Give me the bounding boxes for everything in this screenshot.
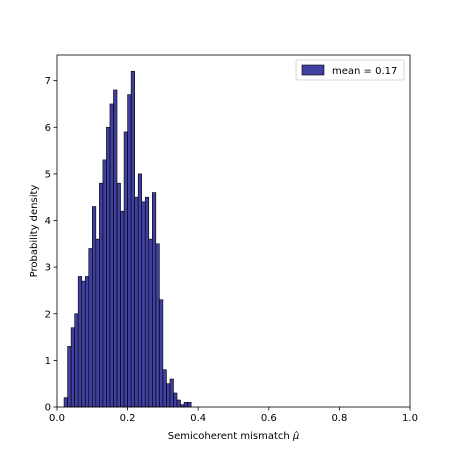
y-tick-label: 4 xyxy=(45,216,51,227)
x-tick-label: 0.6 xyxy=(261,413,277,424)
histogram-bar xyxy=(109,103,114,408)
histogram-bar xyxy=(63,397,68,408)
x-tick-label: 0.2 xyxy=(120,413,136,424)
histogram-bar xyxy=(134,196,139,408)
x-axis-ticks: 0.0 0.2 0.4 0.6 0.8 1.0 xyxy=(49,407,418,424)
histogram-bar xyxy=(148,238,153,408)
histogram-bar xyxy=(137,173,143,408)
histogram-bar xyxy=(113,89,118,408)
histogram-bar xyxy=(120,210,125,408)
y-axis-label: Probability density xyxy=(29,185,40,278)
x-tick-label: 0.0 xyxy=(49,413,65,424)
y-tick-label: 1 xyxy=(45,356,51,367)
histogram-bar xyxy=(130,71,135,408)
histogram-bar xyxy=(176,399,181,408)
histogram-bar xyxy=(187,402,192,408)
legend-entry-label: mean = 0.17 xyxy=(332,66,397,77)
histogram-bar xyxy=(67,346,72,408)
histogram-bar xyxy=(77,276,83,408)
histogram-bar xyxy=(144,196,150,408)
plot-frame xyxy=(56,54,411,408)
y-tick-label: 7 xyxy=(45,76,51,87)
histogram-bar xyxy=(159,299,164,408)
histogram-bar xyxy=(95,238,100,408)
y-tick-label: 0 xyxy=(45,403,51,414)
y-tick-label: 2 xyxy=(45,309,51,320)
histogram-bar xyxy=(183,402,188,408)
histogram-bar xyxy=(155,243,160,408)
histogram-bar xyxy=(141,201,146,408)
histogram-bar xyxy=(70,327,75,408)
histogram-bar xyxy=(88,248,93,408)
x-tick-label: 1.0 xyxy=(402,413,418,424)
histogram-bar xyxy=(102,159,107,408)
legend-swatch xyxy=(301,64,325,76)
histogram-bar xyxy=(106,126,111,408)
histogram-bar xyxy=(173,392,178,408)
legend: mean = 0.17 xyxy=(295,59,405,81)
x-axis-label: Semicoherent mismatch μ̂ xyxy=(168,430,300,442)
y-tick-label: 6 xyxy=(45,123,51,134)
histogram-bar xyxy=(166,383,171,408)
histogram-bar xyxy=(123,131,128,408)
x-tick-label: 0.8 xyxy=(331,413,347,424)
y-tick-label: 5 xyxy=(45,169,51,180)
histogram-bar xyxy=(152,192,157,408)
histogram-bar xyxy=(84,276,90,408)
histogram-bar xyxy=(99,182,104,408)
x-tick-label: 0.4 xyxy=(190,413,206,424)
y-tick-label: 3 xyxy=(45,263,51,274)
y-axis-ticks: 0 1 2 3 4 5 6 7 xyxy=(45,76,57,414)
histogram-bar xyxy=(169,378,174,408)
histogram-bar xyxy=(116,182,121,408)
histogram-bar xyxy=(92,206,97,408)
histogram-bar xyxy=(81,280,86,408)
histogram-bars xyxy=(63,71,192,408)
histogram-bar xyxy=(127,94,132,408)
histogram-bar xyxy=(74,313,79,408)
histogram-bar xyxy=(162,369,167,408)
